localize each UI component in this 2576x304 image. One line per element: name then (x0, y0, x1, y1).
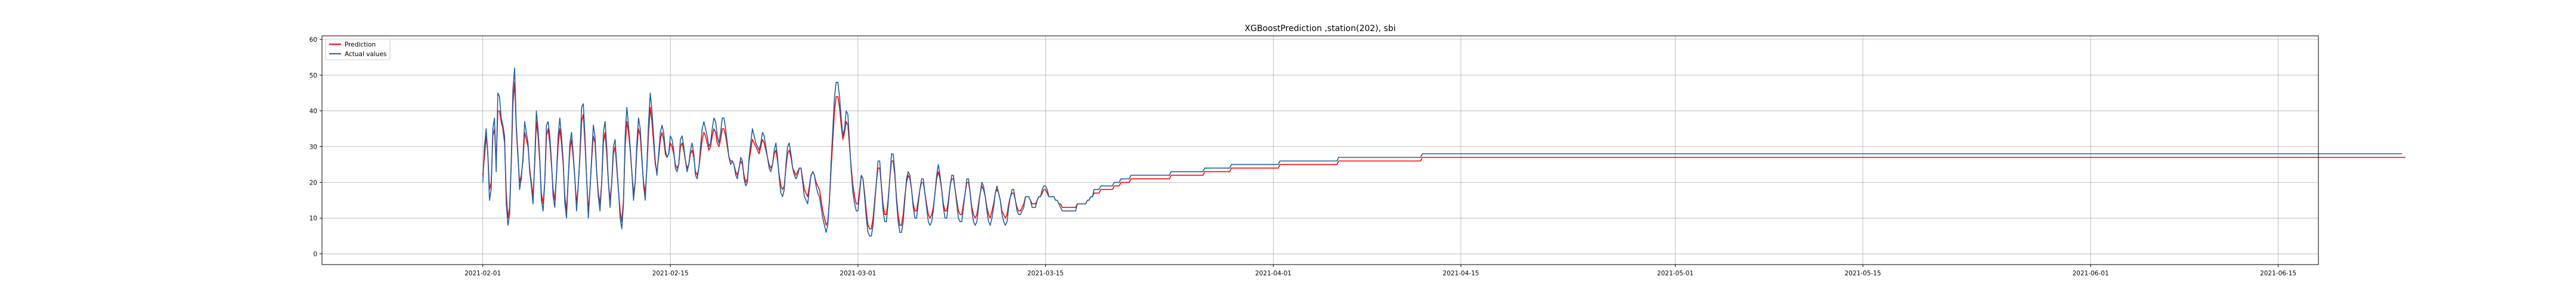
series-line-actual-values (482, 67, 2402, 237)
x-tick-label: 2021-02-15 (652, 270, 689, 277)
series-line-prediction (482, 82, 2406, 230)
x-tick-label: 2021-05-15 (1845, 270, 1881, 277)
y-tick-label: 20 (309, 179, 317, 186)
y-tick-label: 40 (309, 108, 317, 115)
y-tick-label: 10 (309, 215, 317, 222)
y-tick-label: 60 (309, 36, 317, 44)
y-tick-label: 0 (313, 251, 317, 258)
x-tick-label: 2021-03-01 (840, 270, 876, 277)
axes: 0 10 20 30 40 50 60 2021-02-01 2021-02-15 2021-03… (309, 36, 2296, 277)
gridlines (322, 36, 2318, 265)
plot-area-frame (321, 35, 2319, 265)
x-tick-label: 2021-06-15 (2260, 270, 2296, 277)
chart-title: XGBoostPrediction ,station(202), sbi (1244, 24, 1395, 33)
x-tick-label: 2021-02-01 (465, 270, 501, 277)
x-tick-label: 2021-05-01 (1657, 270, 1693, 277)
series-lines (482, 67, 2406, 237)
x-tick-label: 2021-04-01 (1255, 270, 1292, 277)
legend-label-prediction: Prediction (345, 41, 376, 48)
y-tick-label: 50 (309, 72, 317, 79)
legend: Prediction Actual values (325, 39, 391, 60)
legend-label-actual-values: Actual values (345, 51, 386, 58)
legend-box (325, 39, 391, 60)
x-tick-label: 2021-03-15 (1027, 270, 1064, 277)
x-tick-label: 2021-04-15 (1442, 270, 1479, 277)
x-tick-label: 2021-06-01 (2072, 270, 2109, 277)
y-tick-label: 30 (309, 144, 317, 151)
